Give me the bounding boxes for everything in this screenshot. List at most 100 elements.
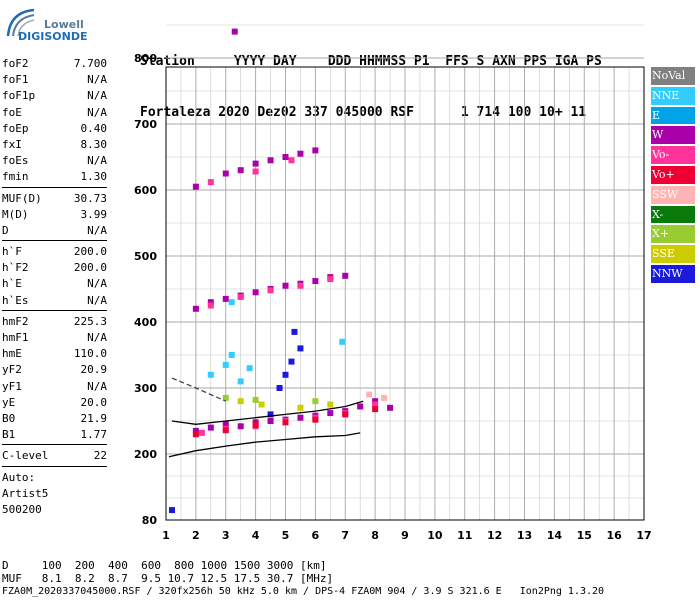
param-value: 0.40	[80, 121, 108, 135]
echo-point	[222, 421, 229, 428]
param-name: MUF(D)	[2, 191, 42, 205]
param-name: foE	[2, 105, 22, 119]
x-tick-label: 8	[371, 529, 379, 542]
logo-text-digisonde: DIGISONDE	[18, 30, 88, 43]
param-row: yE 20.0	[2, 395, 107, 411]
echo-point	[339, 338, 346, 345]
param-value: 200.0	[73, 261, 107, 275]
x-tick-label: 7	[341, 529, 349, 542]
echo-point	[297, 414, 304, 421]
echo-point	[297, 150, 304, 157]
echo-point	[237, 378, 244, 385]
y-tick-label: 600	[134, 184, 157, 197]
echo-point	[327, 401, 334, 408]
echo-point	[267, 287, 274, 294]
param-value: 225.3	[73, 314, 107, 328]
echo-point	[372, 401, 379, 408]
x-tick-label: 17	[636, 529, 651, 542]
echo-point	[267, 411, 274, 418]
param-name: fxI	[2, 137, 22, 151]
param-name: B0	[2, 411, 16, 425]
x-tick-label: 4	[252, 529, 260, 542]
param-name: 500200	[2, 502, 42, 516]
x-tick-label: 3	[222, 529, 230, 542]
param-name: Artist5	[2, 486, 49, 500]
echo-point	[372, 398, 379, 405]
y-tick-label: 80	[142, 514, 158, 527]
x-tick-label: 12	[487, 529, 502, 542]
x-tick-label: 11	[457, 529, 472, 542]
x-tick-label: 14	[547, 529, 563, 542]
trace-line	[171, 377, 227, 402]
param-value: N/A	[87, 379, 107, 393]
param-value: 110.0	[73, 347, 107, 361]
param-name: hmE	[2, 347, 22, 361]
parameter-panel: foF2 7.700 foF1 N/A foF1p N/A foE N/A foEp 0.40 fx…	[2, 56, 107, 518]
param-value: N/A	[87, 331, 107, 344]
x-tick-label: 9	[401, 529, 409, 542]
echo-point	[207, 302, 214, 309]
param-name: Auto:	[2, 470, 36, 484]
param-separator	[2, 465, 107, 470]
param-separator	[2, 240, 107, 244]
echo-point	[312, 278, 319, 285]
param-name: foF1p	[2, 89, 36, 103]
digisonde-logo: Lowell DIGISONDE	[4, 6, 87, 46]
legend-item: NoVal	[651, 67, 695, 85]
param-value: 200.0	[73, 245, 107, 259]
param-name: h`Es	[2, 293, 29, 307]
param-name: h`F2	[2, 261, 29, 275]
param-value: N/A	[87, 293, 107, 307]
legend-item: NNE	[651, 86, 695, 105]
echo-point	[168, 507, 175, 514]
footer-distance-row: D 100 200 400 600 800 1000 1500 3000 [km…	[2, 559, 327, 572]
param-row: B1 1.77	[2, 427, 107, 443]
echo-point	[222, 361, 229, 368]
legend-item: NNW	[651, 264, 695, 283]
echo-points	[168, 28, 394, 514]
param-row: h`F2 200.0	[2, 260, 107, 276]
param-value: N/A	[87, 73, 107, 87]
x-tick-label: 10	[427, 529, 443, 542]
echo-point	[222, 394, 229, 401]
trace-line	[171, 400, 364, 425]
param-value: 20.9	[80, 363, 108, 377]
param-row: foEs N/A	[2, 153, 107, 169]
y-tick-label: 500	[134, 250, 157, 263]
echo-point	[252, 396, 259, 403]
param-row: foEp 0.40	[2, 121, 107, 137]
echo-point	[267, 157, 274, 164]
echo-point	[198, 429, 205, 436]
param-name: fmin	[2, 170, 29, 184]
footer-muf-row: MUF 8.1 8.2 8.7 9.5 10.7 12.5 17.5 30.7 …	[2, 572, 334, 585]
echo-point	[207, 371, 214, 378]
param-value: 30.73	[73, 191, 107, 205]
param-value: N/A	[87, 89, 107, 103]
echo-point	[192, 431, 199, 438]
echo-point	[282, 282, 289, 289]
echo-point	[192, 427, 199, 434]
param-separator	[2, 444, 107, 448]
legend-item: SSE	[651, 245, 695, 263]
y-tick-label: 700	[134, 118, 157, 131]
chart-grid	[165, 24, 645, 521]
echo-point	[312, 416, 319, 423]
logo-swirl-icon	[6, 8, 35, 37]
param-row: MUF(D) 30.73	[2, 191, 107, 207]
legend-item: Vo+	[651, 165, 695, 184]
x-tick-label: 6	[312, 529, 320, 542]
legend-item: E	[651, 106, 695, 125]
x-tick-label: 2	[192, 529, 200, 542]
param-name: M(D)	[2, 207, 29, 221]
param-name: foF1	[2, 73, 29, 87]
x-tick-label: 5	[282, 529, 290, 542]
param-row: yF1 N/A	[2, 379, 107, 395]
param-row: foE N/A	[2, 105, 107, 121]
param-name: foF2	[2, 57, 29, 70]
echo-point	[297, 282, 304, 289]
echo-point	[237, 167, 244, 174]
param-name: hmF1	[2, 331, 29, 344]
param-row: B0 21.9	[2, 411, 107, 427]
echo-point	[327, 410, 334, 417]
